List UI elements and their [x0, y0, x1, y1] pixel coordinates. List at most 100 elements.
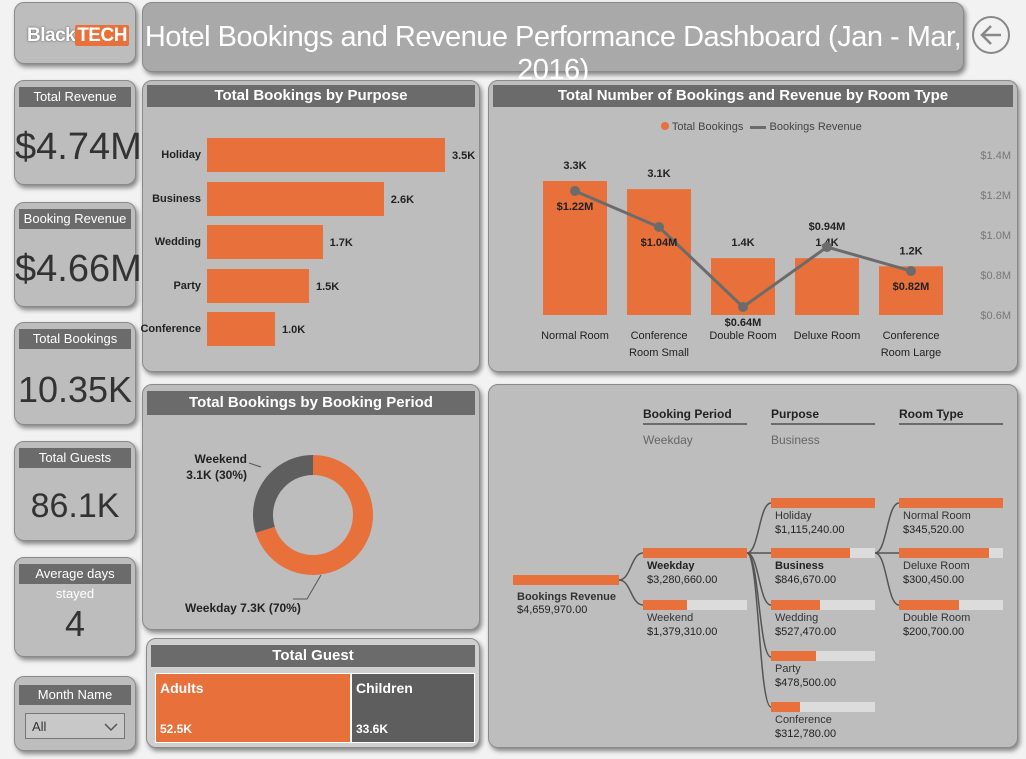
room-bookings-bar[interactable] [627, 189, 691, 315]
room-bookings-label: 1.4K [731, 237, 754, 249]
header-panel: Hotel Bookings and Revenue Performance D… [142, 2, 964, 86]
adults-label: Adults [160, 680, 204, 696]
weekend-label-line2: 3.1K (30%) [186, 468, 247, 482]
kpi-value: 86.1K [30, 487, 120, 525]
room-revenue-point [822, 242, 832, 252]
decomposition-tree-panel: Booking Period Weekday Purpose Business … [488, 384, 1018, 748]
tree-bar [771, 600, 875, 610]
y2-tick-label: $1.0M [980, 230, 1011, 242]
tree-connectors [618, 502, 900, 708]
room-category-label: Deluxe Room [794, 330, 861, 342]
tree-node-label: Party [775, 663, 801, 675]
room-bookings-bar[interactable] [543, 181, 607, 315]
room-bookings-label: 3.3K [563, 160, 586, 172]
purpose-chart-panel: Total Bookings by Purpose Holiday 3.5K Bus… [140, 80, 481, 373]
tree-node-label: Holiday [775, 510, 812, 522]
y2-tick-label: $1.4M [980, 150, 1011, 162]
logo-black-text: Black [27, 25, 76, 46]
purpose-bar[interactable] [207, 181, 384, 216]
room-chart-legend: Total Bookings Bookings Revenue [661, 121, 862, 133]
tree-node-value: $1,115,240.00 [775, 524, 845, 536]
logo-tech-text: TECH [75, 25, 129, 46]
tree-node-label: Weekday [647, 560, 695, 572]
tree-bar [771, 702, 875, 712]
room-category-label: Conference [631, 330, 688, 342]
purpose-bar[interactable] [207, 312, 275, 346]
tree-node-value: $1,379,310.00 [647, 626, 718, 638]
tree-bar [771, 548, 875, 558]
weekday-label: Weekday 7.3K (70%) [185, 601, 301, 615]
children-tile[interactable]: Children 33.6K [351, 673, 475, 743]
kpi-value: $4.74M [15, 126, 142, 168]
purpose-bar-value: 2.6K [390, 193, 415, 206]
tree-node-label: Double Room [903, 612, 971, 624]
room-bookings-bar[interactable] [795, 258, 859, 315]
tree-node-value: $846,670.00 [775, 574, 837, 586]
back-button[interactable] [972, 16, 1010, 54]
adults-value: 52.5K [160, 722, 193, 736]
tree-node-label: Wedding [775, 612, 819, 624]
tree-bar-fill [771, 702, 801, 712]
purpose-bar-label: Conference [140, 323, 201, 335]
tree-node-value: $3,280,660.00 [647, 574, 718, 586]
arrow-left-icon [980, 25, 1001, 45]
adults-tile[interactable]: Adults 52.5K [155, 673, 351, 743]
weekend-label-line1: Weekend [194, 452, 247, 466]
y2-tick-label: $1.2M [980, 190, 1011, 202]
room-revenue-label: $0.94M [809, 221, 846, 233]
weekend-leader-line [248, 462, 262, 468]
page-title: Hotel Bookings and Revenue Performance D… [144, 21, 962, 86]
purpose-bar-label: Holiday [161, 149, 201, 161]
tree-bar [899, 600, 1003, 610]
purpose-bar[interactable] [207, 268, 309, 303]
kpi-value: 4 [64, 603, 86, 644]
room-chart-panel: Total Number of Bookings and Revenue by … [488, 80, 1018, 372]
purpose-bar-label: Party [173, 279, 201, 292]
kpi-total-revenue: Total Revenue $4.74M [14, 80, 142, 185]
tree-col-header-period-text: Booking Period [643, 407, 732, 421]
tree-node-value: $4,659,970.00 [517, 604, 588, 616]
period-donut-chart [248, 455, 373, 600]
tree-col-sub-purpose: Business [771, 433, 820, 447]
purpose-bar-chart: Holiday 3.5K Business 2.6K Wedding 1.7K Party 1… [140, 81, 481, 373]
purpose-bar-value: 1.5K [316, 280, 340, 293]
period-chart-title: Total Bookings by Booking Period [147, 391, 475, 415]
weekend-label: Weekend 3.1K (30%) [186, 451, 247, 483]
tree-node-value: $478,500.00 [775, 677, 837, 689]
purpose-bar-value: 1.0K [282, 324, 306, 336]
room-bookings-label: 1.2K [899, 245, 922, 257]
tree-bar [643, 548, 747, 558]
logo: Black TECH [27, 25, 129, 47]
room-revenue-point [906, 266, 916, 276]
purpose-bar[interactable] [207, 138, 445, 172]
room-category-label: Normal Room [541, 330, 609, 342]
donut-slice-weekday[interactable] [255, 455, 373, 575]
tree-bar-fill [899, 498, 1003, 508]
tree-bar-fill [513, 575, 619, 585]
tree-bar-fill [899, 600, 960, 610]
month-dropdown[interactable]: All [25, 713, 125, 739]
room-revenue-point [738, 302, 748, 312]
kpi-total-bookings: Total Bookings 10.35K [14, 322, 136, 425]
purpose-bar[interactable] [207, 225, 323, 259]
tree-node-value: $312,780.00 [775, 728, 837, 740]
room-revenue-label: $1.22M [557, 201, 594, 213]
month-dropdown-value: All [32, 719, 47, 734]
room-revenue-label: $1.04M [641, 237, 678, 249]
tree-col-header-purpose: Purpose [771, 407, 875, 425]
tree-bar [771, 498, 875, 508]
tree-bar-fill [771, 651, 816, 661]
legend-revenue-line [750, 125, 767, 129]
children-label: Children [356, 680, 413, 696]
purpose-bar-value: 1.7K [329, 237, 353, 249]
kpi-value: $4.66M [15, 248, 142, 290]
tree-node-label: Normal Room [903, 510, 971, 522]
donut-slice-weekend[interactable] [253, 455, 313, 533]
room-category-label: Room Large [881, 347, 942, 359]
tree-col-header-period: Booking Period [643, 407, 747, 425]
legend-revenue-label: Bookings Revenue [769, 121, 862, 133]
tree-bar [771, 651, 875, 661]
kpi-label: Booking Revenue [19, 209, 131, 229]
logo-panel: Black TECH [14, 2, 136, 64]
kpi-value: 10.35K [17, 369, 133, 410]
